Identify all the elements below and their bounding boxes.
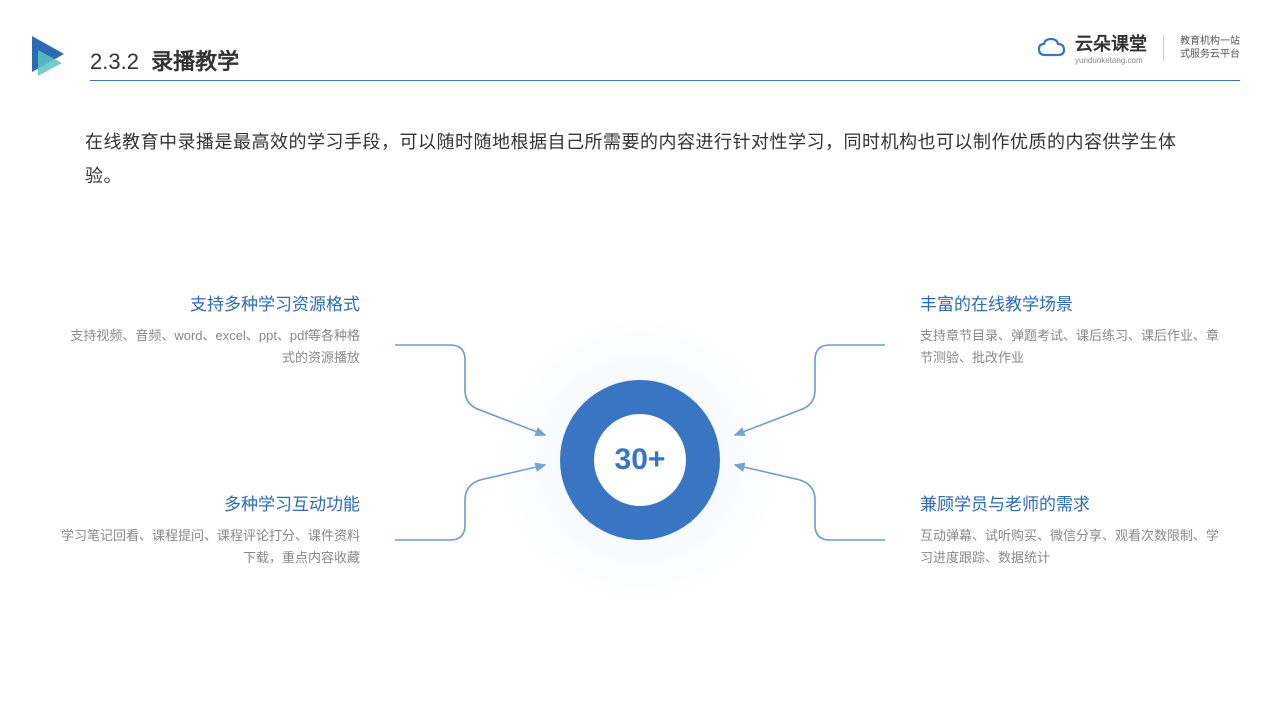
logo-main-text: 云朵课堂 <box>1075 30 1147 56</box>
center-value: 30+ <box>615 443 666 477</box>
feature-title: 多种学习互动功能 <box>60 490 360 515</box>
feature-desc: 学习笔记回看、课程提问、课程评论打分、课件资料下载，重点内容收藏 <box>60 525 360 569</box>
center-inner: 30+ <box>594 414 686 506</box>
section-title: 2.3.2 录播教学 <box>90 44 239 76</box>
section-number: 2.3.2 <box>90 49 139 74</box>
logo-tagline: 教育机构一站 式服务云平台 <box>1180 35 1240 61</box>
logo-tagline-2: 式服务云平台 <box>1180 48 1240 61</box>
feature-top-right: 丰富的在线教学场景 支持章节目录、弹题考试、课后练习、课后作业、章节测验、批改作… <box>920 290 1220 369</box>
feature-title: 兼顾学员与老师的需求 <box>920 490 1220 515</box>
feature-title: 丰富的在线教学场景 <box>920 290 1220 315</box>
cloud-icon <box>1037 37 1067 59</box>
feature-diagram: 30+ 支持多种学习资源格式 支持视频、音频、word、excel、ppt、pd… <box>0 250 1280 670</box>
feature-desc: 支持章节目录、弹题考试、课后练习、课后作业、章节测验、批改作业 <box>920 325 1220 369</box>
feature-bottom-left: 多种学习互动功能 学习笔记回看、课程提问、课程评论打分、课件资料下载，重点内容收… <box>60 490 360 569</box>
title-underline <box>90 80 1240 81</box>
feature-bottom-right: 兼顾学员与老师的需求 互动弹幕、试听购买、微信分享、观看次数限制、学习进度跟踪、… <box>920 490 1220 569</box>
feature-desc: 支持视频、音频、word、excel、ppt、pdf等各种格式的资源播放 <box>60 325 360 369</box>
intro-paragraph: 在线教育中录播是最高效的学习手段，可以随时随地根据自己所需要的内容进行针对性学习… <box>85 125 1185 193</box>
logo-tagline-1: 教育机构一站 <box>1180 35 1240 48</box>
play-icon <box>32 36 74 83</box>
logo-text-block: 云朵课堂 yunduoketang.com <box>1075 30 1147 65</box>
brand-logo: 云朵课堂 yunduoketang.com 教育机构一站 式服务云平台 <box>1037 30 1240 65</box>
feature-desc: 互动弹幕、试听购买、微信分享、观看次数限制、学习进度跟踪、数据统计 <box>920 525 1220 569</box>
logo-divider <box>1163 35 1164 61</box>
feature-title: 支持多种学习资源格式 <box>60 290 360 315</box>
logo-sub-text: yunduoketang.com <box>1075 56 1147 65</box>
slide-header: 2.3.2 录播教学 云朵课堂 yunduoketang.com 教育机构一站 … <box>0 30 1280 90</box>
feature-top-left: 支持多种学习资源格式 支持视频、音频、word、excel、ppt、pdf等各种… <box>60 290 360 369</box>
section-name: 录播教学 <box>151 49 239 74</box>
